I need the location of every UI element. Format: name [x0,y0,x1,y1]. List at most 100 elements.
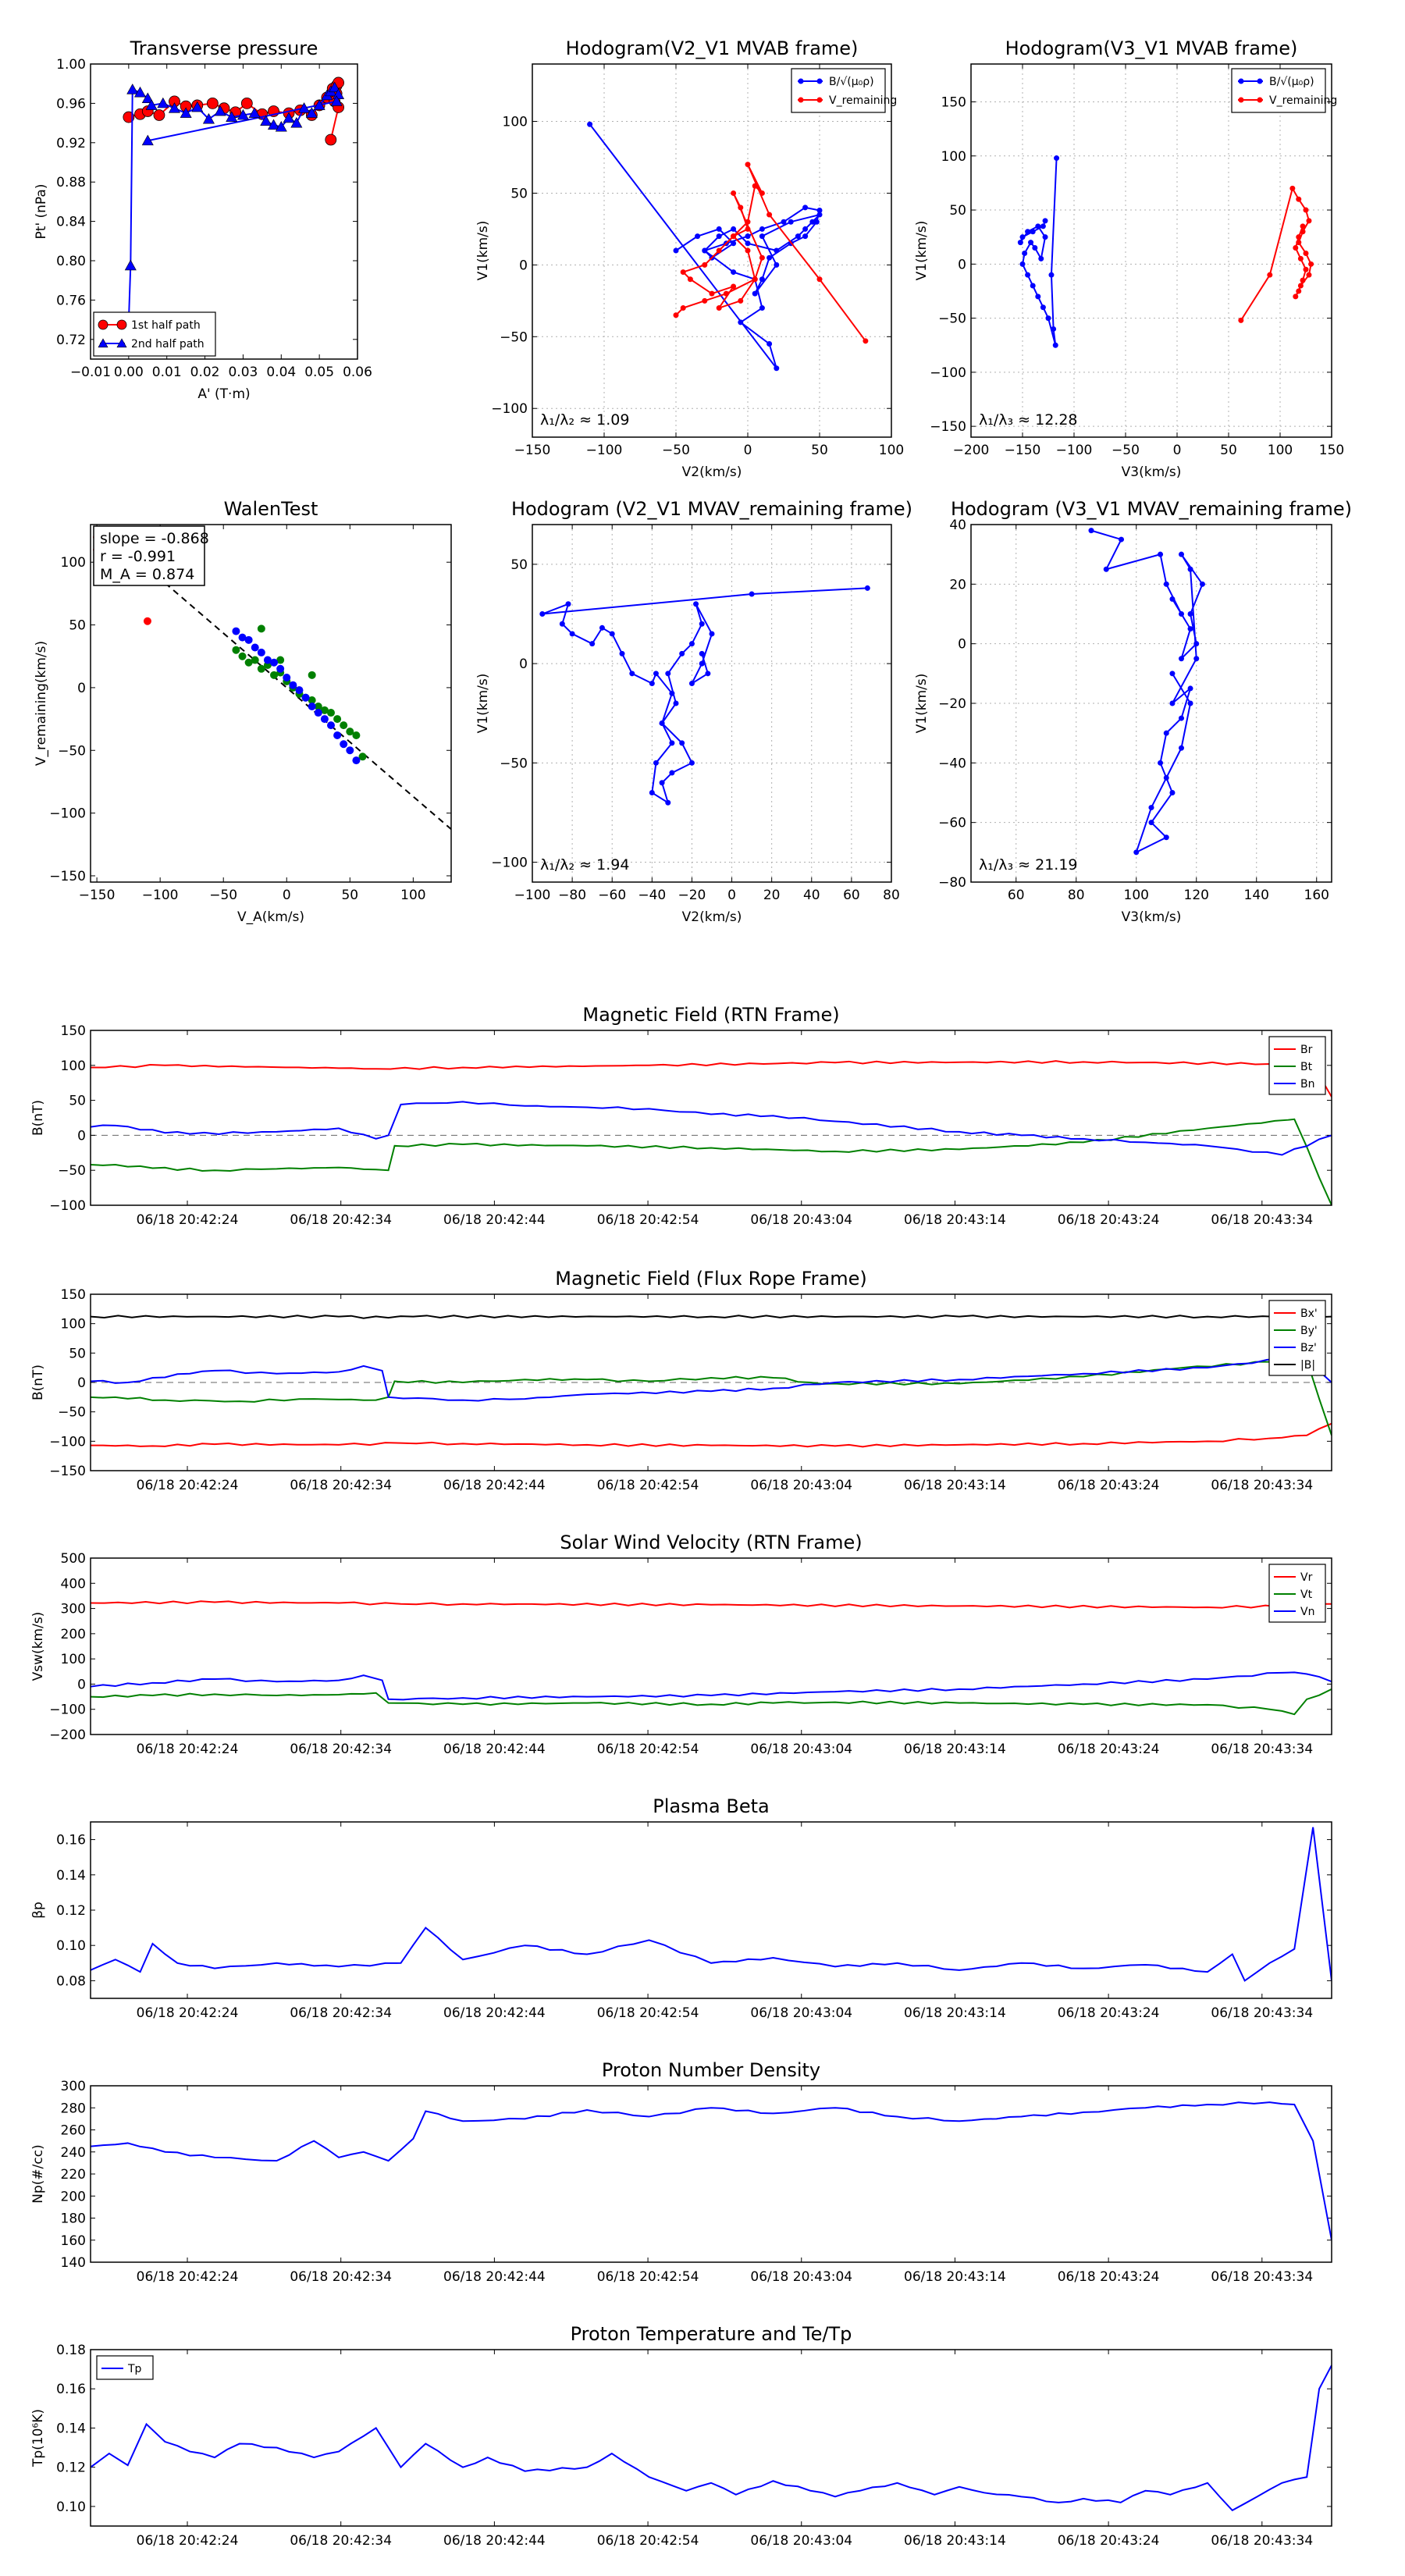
data-point [1179,611,1184,617]
data-point [1300,223,1306,229]
plot-frame [970,63,1332,438]
legend: 1st half path 2nd half path [93,311,216,357]
y-tick-label: −100 [491,401,528,417]
chart-hodo3: −100 −80 −60 −40 −20 0 20 40 60 80 −100 −50 0 50 Hodog… [475,498,912,925]
data-point [816,212,823,218]
y-tick-label: 0.88 [56,175,86,190]
x-tick-label: 06/18 20:42:24 [137,2269,239,2285]
eigenvalue-ratio: λ₁/λ₂ ≈ 1.94 [540,856,629,873]
y-tick-label: −50 [500,329,528,345]
series-group [91,1827,1332,1982]
data-point [298,102,311,113]
x-tick-label: 06/18 20:43:24 [1058,2005,1160,2021]
data-point [251,643,259,652]
x-tick-label: 0.05 [304,365,334,380]
x-tick-label: 80 [883,888,900,903]
x-tick-label: −40 [638,888,666,903]
x-tick-label: 0.02 [190,365,220,380]
data-point [1052,342,1058,348]
data-point [1163,834,1169,841]
y-tick-label: −40 [938,756,966,771]
eigenvalue-ratio: λ₁/λ₂ ≈ 1.09 [540,411,629,429]
x-tick-label: 06/18 20:42:54 [597,2269,699,2285]
data-point [1054,155,1060,162]
y-tick-label: 0.72 [56,333,86,348]
chart-title: Hodogram(V2_V1 MVAB frame) [566,37,859,59]
legend-label: B/√(μ₀ρ) [829,76,874,88]
y-tick-label: 0.16 [56,2382,86,2397]
data-point [1179,551,1184,557]
legend: Vr Vt Vn [1268,1564,1326,1623]
data-point [1187,611,1193,617]
x-tick-label: 06/18 20:42:44 [443,2269,546,2285]
x-tick-label: 06/18 20:43:04 [750,1478,852,1493]
data-point [1163,774,1169,781]
chart-title: Magnetic Field (RTN Frame) [582,1004,839,1026]
data-point [679,740,685,746]
x-tick-label: 06/18 20:42:34 [290,1212,392,1228]
data-point [723,290,729,297]
y-axis-label: V1(km/s) [914,674,930,734]
data-point [98,319,108,330]
data-point [752,183,758,189]
x-tick-label: 06/18 20:42:54 [597,1478,699,1493]
legend-box [1231,68,1326,113]
series-line [91,2364,1332,2512]
y-tick-label: 0.84 [56,215,86,230]
x-tick-label: 06/18 20:42:34 [290,1478,392,1493]
y-tick-label: −150 [930,419,966,435]
data-point [1045,315,1051,322]
data-point [1179,715,1184,721]
data-point [745,226,751,232]
data-point [327,721,335,730]
data-point [738,205,744,211]
legend-box [1268,1036,1326,1095]
data-point [1297,255,1304,262]
legend-label: Vn [1300,1606,1314,1618]
data-point [1030,229,1036,235]
data-point [653,671,659,677]
x-tick-label: 06/18 20:43:24 [1058,2533,1160,2549]
x-tick-label: −150 [79,888,116,903]
y-tick-label: 220 [61,2167,86,2183]
x-tick-label: 100 [879,443,904,458]
y-tick-label: −100 [49,1703,86,1718]
data-point [244,658,253,667]
data-point [669,690,675,696]
chart-np: 140 160 180 200 220 240 260 280 300 06/18 20:42:2… [30,2059,1332,2285]
data-point [1300,229,1306,235]
series-line [91,1688,1332,1716]
data-point [669,770,675,776]
y-axis-label: V1(km/s) [475,674,491,734]
data-point [1303,207,1309,213]
data-point [788,219,794,225]
data-point [295,686,304,695]
y-tick-label: 0.80 [56,254,86,269]
legend-label: Bt [1300,1061,1313,1073]
data-point [709,290,715,297]
x-tick-label: 0.03 [228,365,258,380]
x-tick-label: 06/18 20:42:34 [290,2269,392,2285]
data-point [565,601,571,607]
data-point [587,121,593,127]
x-tick-label: 20 [763,888,781,903]
plot-frame [532,524,892,883]
data-point [802,226,809,232]
x-tick-label: 40 [803,888,820,903]
data-point [1035,223,1041,229]
data-point [665,799,671,806]
y-tick-label: −150 [49,1464,86,1479]
legend-label: Vt [1300,1589,1313,1601]
data-point [1187,626,1193,632]
data-point [1193,656,1200,662]
series-group [1017,155,1314,348]
x-tick-label: 06/18 20:43:34 [1211,1742,1313,1757]
x-tick-label: 06/18 20:42:24 [137,2533,239,2549]
series-line [91,1060,1332,1098]
data-point [539,611,546,617]
data-point [745,233,751,240]
data-point [346,728,354,736]
x-tick-label: 06/18 20:42:24 [137,1742,239,1757]
x-tick-label: 100 [400,888,425,903]
data-point [795,233,801,240]
